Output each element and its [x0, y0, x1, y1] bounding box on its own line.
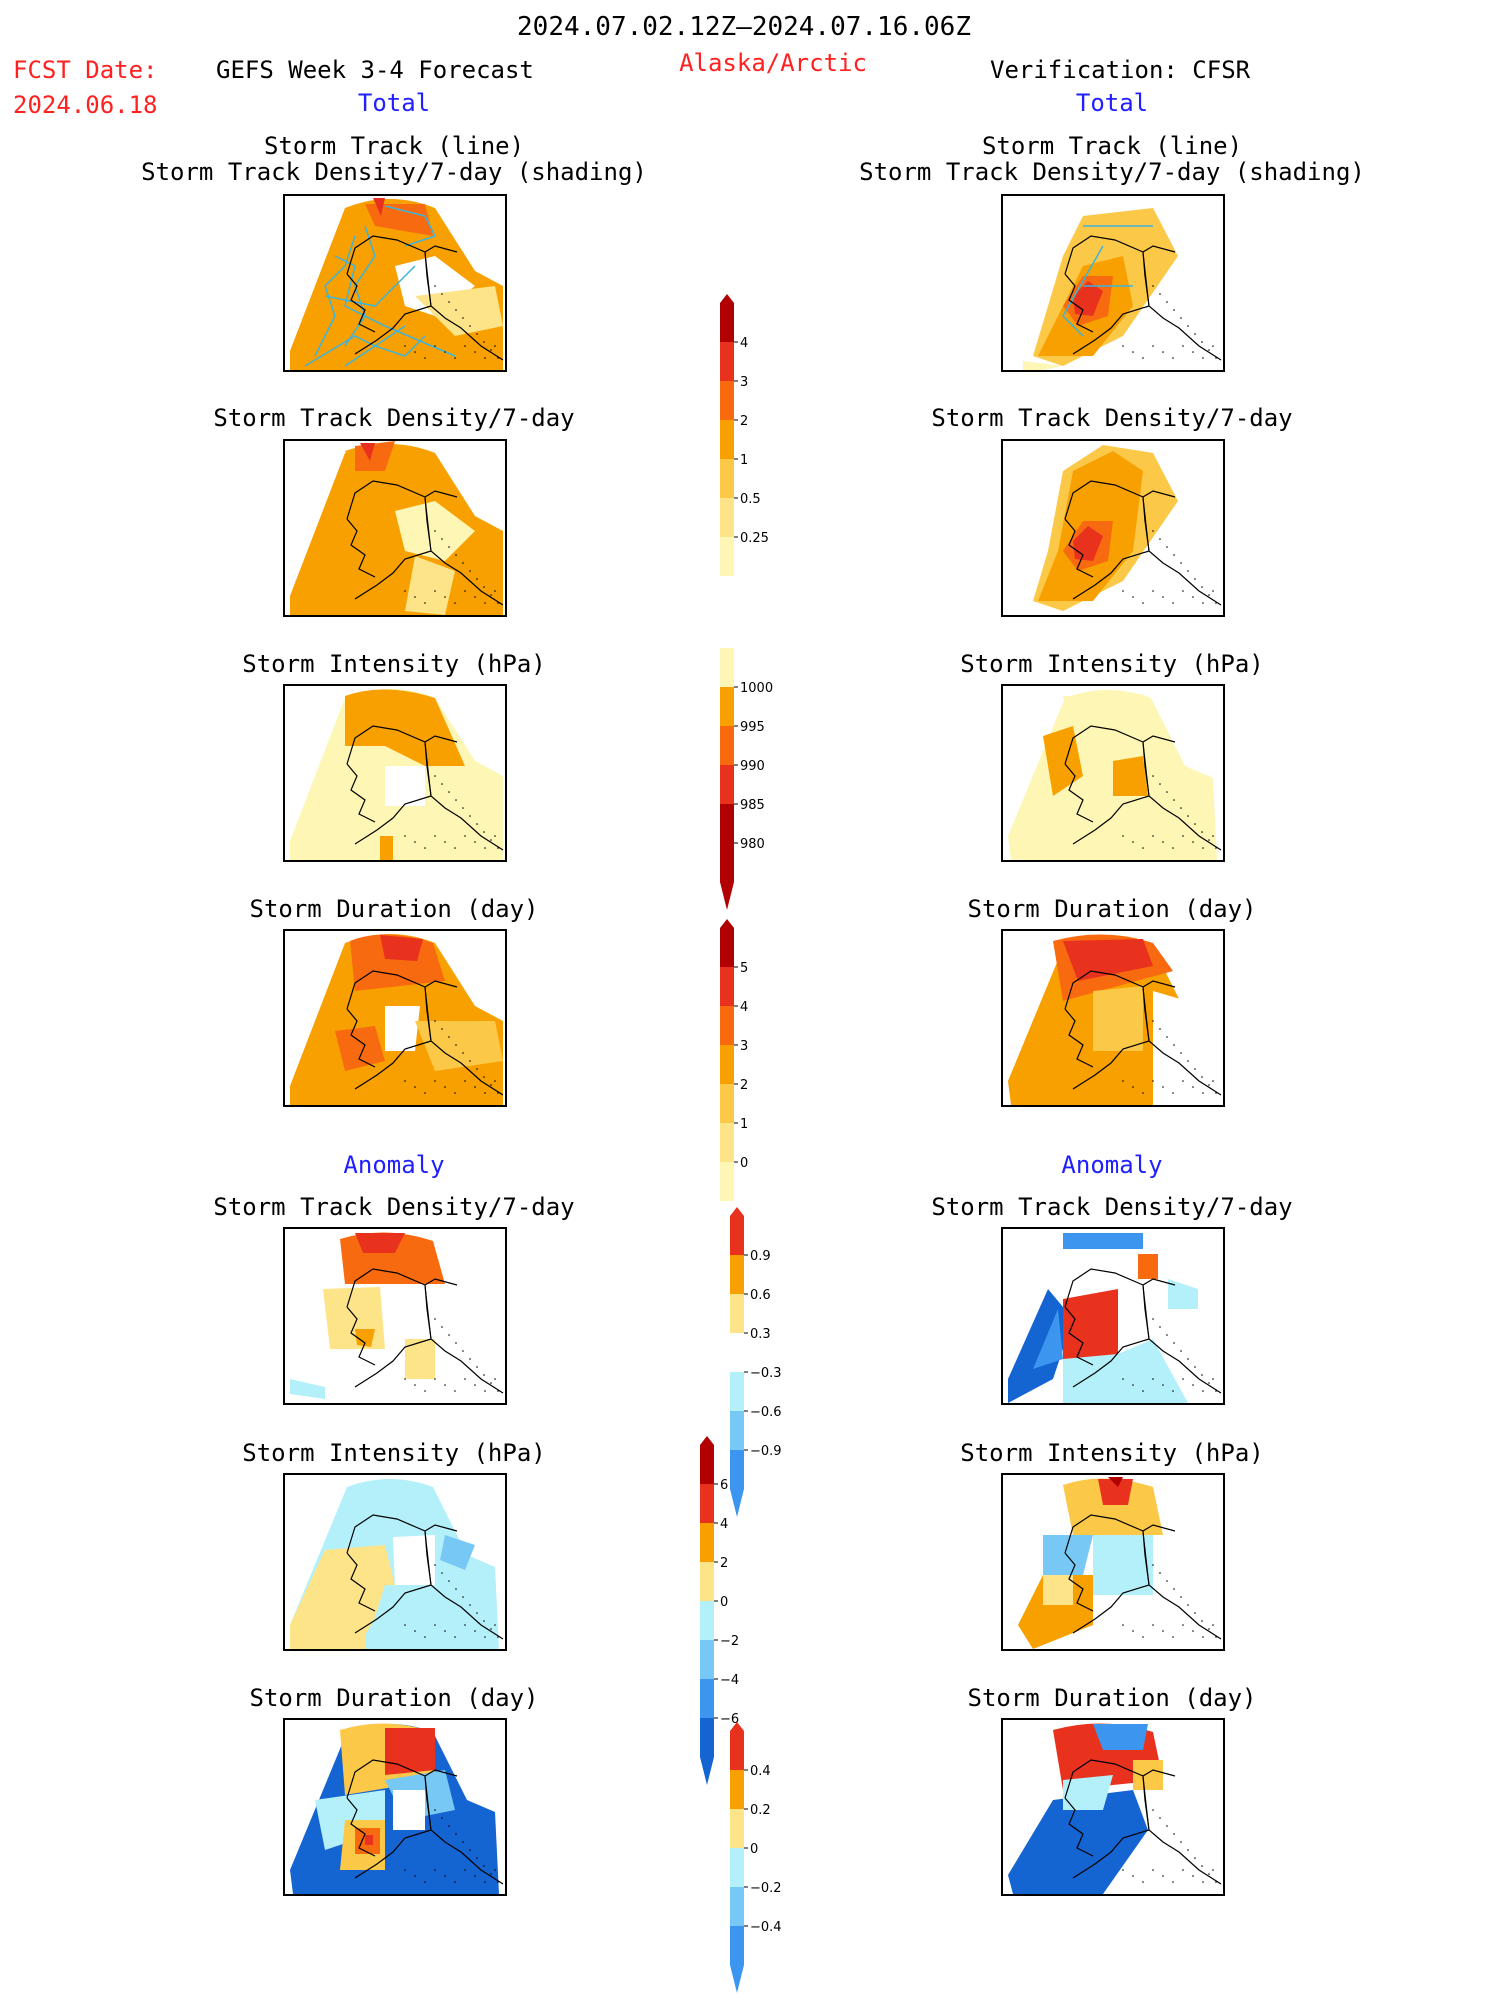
svg-text:−2: −2 [720, 1634, 739, 1649]
map-verif-duration [1001, 929, 1225, 1107]
svg-text:5: 5 [740, 961, 748, 976]
map-forecast-track [283, 194, 507, 372]
svg-text:995: 995 [740, 720, 765, 735]
colorbar-density-anomaly: 0.9 0.6 0.3 −0.3 −0.6 −0.9 [730, 1178, 810, 1535]
svg-text:990: 990 [740, 759, 765, 774]
svg-text:0: 0 [750, 1842, 758, 1857]
left-track-shading-title: Storm Track Density/7-day (shading) [141, 158, 647, 186]
left-anom-intensity-title: Storm Intensity (hPa) [242, 1439, 546, 1467]
svg-text:0: 0 [740, 1156, 748, 1171]
map-verif-anom-intensity [1001, 1473, 1225, 1651]
right-track-line-title: Storm Track (line) [981, 132, 1243, 160]
svg-text:0.3: 0.3 [750, 1327, 771, 1342]
right-anom-intensity-title: Storm Intensity (hPa) [960, 1439, 1264, 1467]
colorbar-density-total: 4 3 2 1 0.5 0.25 [720, 265, 800, 584]
svg-text:−0.6: −0.6 [750, 1405, 782, 1420]
right-duration-title: Storm Duration (day) [967, 895, 1257, 923]
svg-text:3: 3 [740, 1039, 748, 1054]
verification-title: Verification: CFSR [990, 56, 1251, 84]
svg-text:−0.4: −0.4 [750, 1920, 782, 1935]
map-verif-track [1001, 194, 1225, 372]
svg-text:0.9: 0.9 [750, 1249, 771, 1264]
map-verif-density [1001, 439, 1225, 617]
left-duration-title: Storm Duration (day) [249, 895, 539, 923]
map-forecast-anom-density [283, 1227, 507, 1405]
svg-text:1: 1 [740, 1117, 748, 1132]
svg-text:985: 985 [740, 798, 765, 813]
svg-text:4: 4 [720, 1517, 728, 1532]
right-track-shading-title: Storm Track Density/7-day (shading) [859, 158, 1365, 186]
svg-text:0: 0 [720, 1595, 728, 1610]
colorbar-intensity-anomaly: 6 4 2 0 −2 −4 −6 [700, 1407, 780, 1803]
left-track-line-title: Storm Track (line) [263, 132, 525, 160]
date-range-title: 2024.07.02.12Z–2024.07.16.06Z [517, 12, 971, 42]
fcst-date-value: 2024.06.18 [13, 91, 158, 119]
forecast-title: GEFS Week 3-4 Forecast [216, 56, 534, 84]
svg-text:2: 2 [740, 414, 748, 429]
svg-text:−4: −4 [720, 1673, 739, 1688]
fcst-date-label: FCST Date: [13, 56, 158, 84]
right-anom-density-title: Storm Track Density/7-day [931, 1193, 1293, 1221]
left-density-title: Storm Track Density/7-day [213, 404, 575, 432]
svg-text:2: 2 [740, 1078, 748, 1093]
left-anomaly-label: Anomaly [343, 1151, 445, 1179]
left-anom-duration-title: Storm Duration (day) [249, 1684, 539, 1712]
map-verif-intensity [1001, 684, 1225, 862]
svg-text:0.4: 0.4 [750, 1764, 771, 1779]
right-anom-duration-title: Storm Duration (day) [967, 1684, 1257, 1712]
svg-text:6: 6 [720, 1478, 728, 1493]
map-forecast-intensity [283, 684, 507, 862]
map-forecast-duration [283, 929, 507, 1107]
map-forecast-anom-intensity [283, 1473, 507, 1651]
svg-text:1: 1 [740, 453, 748, 468]
region-title: Alaska/Arctic [679, 49, 867, 77]
left-total-label: Total [357, 89, 431, 117]
map-verif-anom-duration [1001, 1718, 1225, 1896]
colorbar-duration-anomaly: 0.4 0.2 0 −0.2 −0.4 [730, 1693, 810, 2011]
svg-text:3: 3 [740, 375, 748, 390]
svg-text:0.2: 0.2 [750, 1803, 771, 1818]
right-anomaly-label: Anomaly [1061, 1151, 1163, 1179]
svg-text:1000: 1000 [740, 681, 773, 696]
map-forecast-density [283, 439, 507, 617]
svg-text:−0.3: −0.3 [750, 1366, 782, 1381]
svg-text:−0.9: −0.9 [750, 1444, 782, 1459]
colorbar-intensity-total: 1000 995 990 985 980 [720, 648, 800, 928]
left-anom-density-title: Storm Track Density/7-day [213, 1193, 575, 1221]
left-intensity-title: Storm Intensity (hPa) [242, 650, 546, 678]
svg-text:0.5: 0.5 [740, 492, 761, 507]
colorbar-duration-total: 5 4 3 2 1 0 [720, 890, 800, 1209]
svg-text:0.6: 0.6 [750, 1288, 771, 1303]
svg-text:−0.2: −0.2 [750, 1881, 782, 1896]
right-intensity-title: Storm Intensity (hPa) [960, 650, 1264, 678]
svg-text:980: 980 [740, 837, 765, 852]
right-density-title: Storm Track Density/7-day [931, 404, 1293, 432]
svg-text:0.25: 0.25 [740, 531, 769, 546]
svg-text:2: 2 [720, 1556, 728, 1571]
svg-text:−6: −6 [720, 1712, 739, 1727]
svg-text:4: 4 [740, 1000, 748, 1015]
map-forecast-anom-duration [283, 1718, 507, 1896]
svg-text:4: 4 [740, 336, 748, 351]
right-total-label: Total [1075, 89, 1149, 117]
map-verif-anom-density [1001, 1227, 1225, 1405]
